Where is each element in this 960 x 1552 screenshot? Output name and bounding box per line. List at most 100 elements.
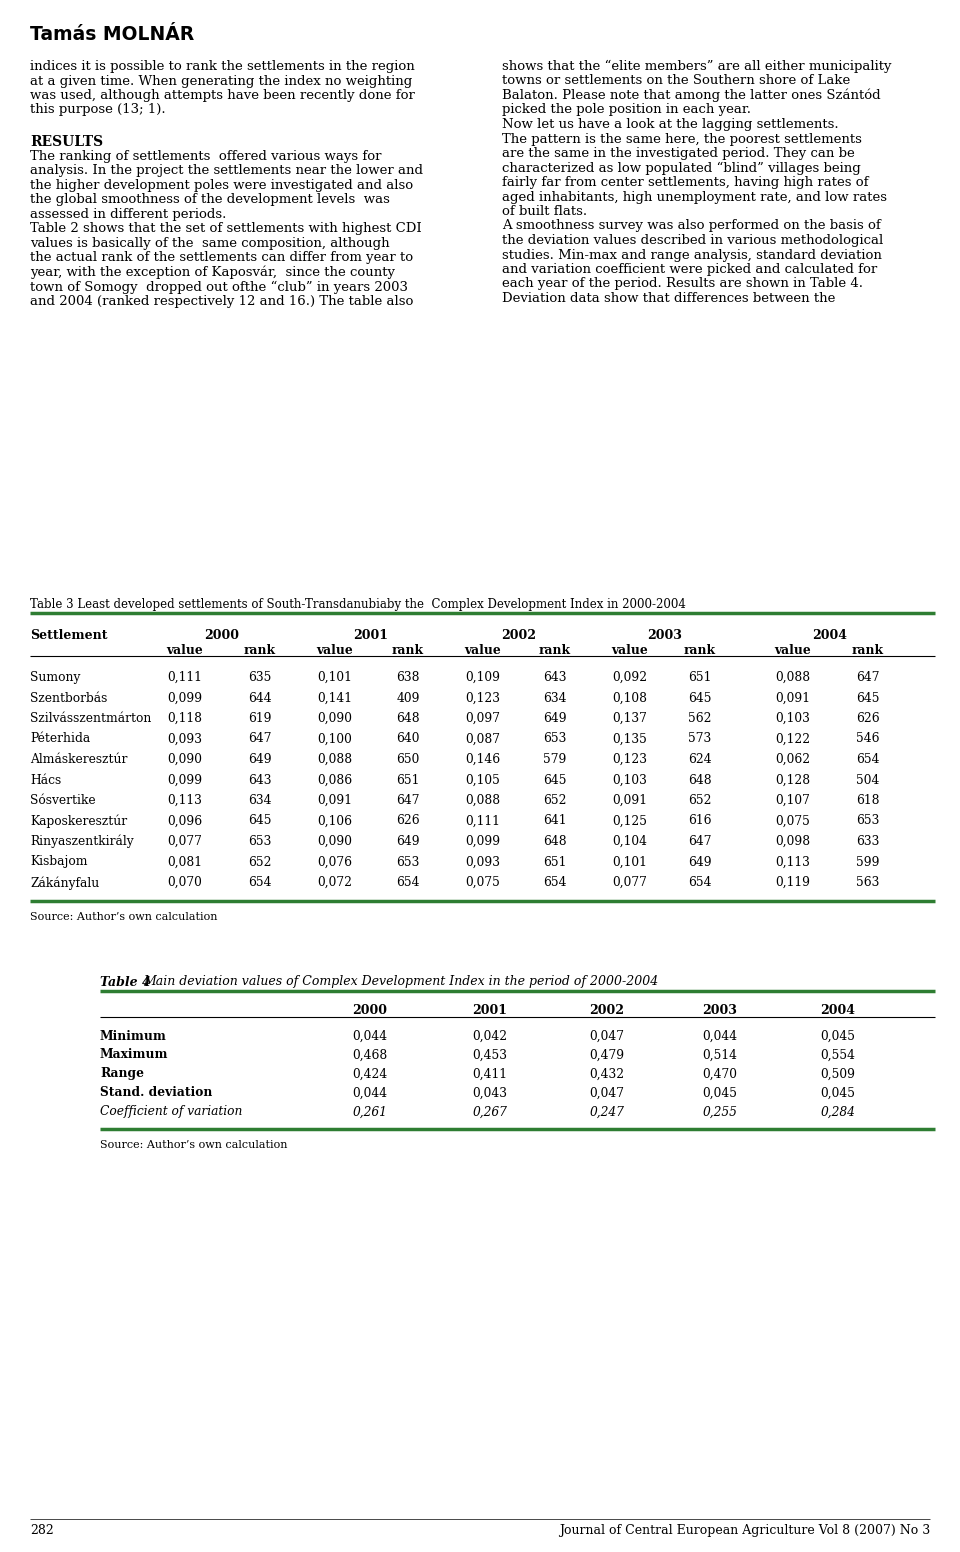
Text: 0,247: 0,247 (589, 1105, 624, 1119)
Text: 0,267: 0,267 (472, 1105, 508, 1119)
Text: 2000: 2000 (204, 629, 239, 643)
Text: Balaton. Please note that among the latter ones Szántód: Balaton. Please note that among the latt… (502, 88, 880, 102)
Text: this purpose (13; 1).: this purpose (13; 1). (30, 104, 166, 116)
Text: 649: 649 (249, 753, 272, 767)
Text: characterized as low populated “blind” villages being: characterized as low populated “blind” v… (502, 161, 861, 175)
Text: 649: 649 (688, 855, 711, 869)
Text: Szentborbás: Szentborbás (30, 692, 108, 705)
Text: 2004: 2004 (821, 1004, 855, 1018)
Text: 2002: 2002 (589, 1004, 625, 1018)
Text: and variation coefficient were picked and calculated for: and variation coefficient were picked an… (502, 262, 877, 276)
Text: 0,099: 0,099 (466, 835, 500, 847)
Text: 0,284: 0,284 (821, 1105, 855, 1119)
Text: town of Somogy  dropped out ofthe “club” in years 2003: town of Somogy dropped out ofthe “club” … (30, 281, 408, 293)
Text: Tamás MOLNÁR: Tamás MOLNÁR (30, 25, 194, 43)
Text: Table 2 shows that the set of settlements with highest CDI: Table 2 shows that the set of settlement… (30, 222, 421, 236)
Text: Stand. deviation: Stand. deviation (100, 1086, 212, 1099)
Text: 0,101: 0,101 (612, 855, 647, 869)
Text: 645: 645 (688, 692, 711, 705)
Text: Settlement: Settlement (30, 629, 108, 643)
Text: 0,146: 0,146 (466, 753, 500, 767)
Text: 2004: 2004 (812, 629, 848, 643)
Text: value: value (465, 644, 501, 656)
Text: studies. Min-max and range analysis, standard deviation: studies. Min-max and range analysis, sta… (502, 248, 882, 261)
Text: 626: 626 (856, 712, 879, 725)
Text: the deviation values described in various methodological: the deviation values described in variou… (502, 234, 883, 247)
Text: 649: 649 (396, 835, 420, 847)
Text: 654: 654 (396, 875, 420, 889)
Text: 0,090: 0,090 (318, 712, 352, 725)
Text: Minimum: Minimum (100, 1029, 167, 1043)
Text: 654: 654 (856, 753, 879, 767)
Text: 0,072: 0,072 (318, 875, 352, 889)
Text: 0,424: 0,424 (352, 1068, 388, 1080)
Text: 651: 651 (543, 855, 566, 869)
Text: 563: 563 (856, 875, 879, 889)
Text: 0,118: 0,118 (167, 712, 203, 725)
Text: 645: 645 (543, 773, 566, 787)
Text: 0,070: 0,070 (168, 875, 203, 889)
Text: Table 4: Table 4 (100, 976, 156, 989)
Text: Maximum: Maximum (100, 1049, 169, 1062)
Text: 0,113: 0,113 (776, 855, 810, 869)
Text: 654: 654 (249, 875, 272, 889)
Text: 653: 653 (856, 815, 879, 827)
Text: 0,137: 0,137 (612, 712, 647, 725)
Text: 0,077: 0,077 (612, 875, 647, 889)
Text: 0,104: 0,104 (612, 835, 647, 847)
Text: picked the pole position in each year.: picked the pole position in each year. (502, 104, 751, 116)
Text: 0,108: 0,108 (612, 692, 647, 705)
Text: 0,105: 0,105 (466, 773, 500, 787)
Text: 0,100: 0,100 (318, 733, 352, 745)
Text: 0,088: 0,088 (318, 753, 352, 767)
Text: 0,091: 0,091 (776, 692, 810, 705)
Text: 653: 653 (396, 855, 420, 869)
Text: 626: 626 (396, 815, 420, 827)
Text: 0,554: 0,554 (821, 1049, 855, 1062)
Text: of built flats.: of built flats. (502, 205, 588, 217)
Text: 0,119: 0,119 (776, 875, 810, 889)
Text: 0,088: 0,088 (776, 670, 810, 684)
Text: Szilvásszentmárton: Szilvásszentmárton (30, 712, 152, 725)
Text: 649: 649 (543, 712, 566, 725)
Text: 648: 648 (543, 835, 566, 847)
Text: 0,111: 0,111 (466, 815, 500, 827)
Text: Sumony: Sumony (30, 670, 81, 684)
Text: 0,045: 0,045 (703, 1086, 737, 1099)
Text: 0,103: 0,103 (776, 712, 810, 725)
Text: 0,109: 0,109 (466, 670, 500, 684)
Text: aged inhabitants, high unemployment rate, and low rates: aged inhabitants, high unemployment rate… (502, 191, 887, 203)
Text: 647: 647 (249, 733, 272, 745)
Text: 650: 650 (396, 753, 420, 767)
Text: Source: Author’s own calculation: Source: Author’s own calculation (30, 913, 218, 922)
Text: 0,090: 0,090 (167, 753, 203, 767)
Text: 647: 647 (688, 835, 711, 847)
Text: 0,044: 0,044 (352, 1029, 388, 1043)
Text: 0,432: 0,432 (589, 1068, 625, 1080)
Text: 643: 643 (249, 773, 272, 787)
Text: 653: 653 (543, 733, 566, 745)
Text: The pattern is the same here, the poorest settlements: The pattern is the same here, the poores… (502, 132, 862, 146)
Text: RESULTS: RESULTS (30, 135, 103, 149)
Text: 624: 624 (688, 753, 711, 767)
Text: 0,093: 0,093 (167, 733, 203, 745)
Text: 641: 641 (543, 815, 566, 827)
Text: rank: rank (684, 644, 716, 656)
Text: Hács: Hács (30, 773, 61, 787)
Text: 0,113: 0,113 (168, 795, 203, 807)
Text: Péterhida: Péterhida (30, 733, 90, 745)
Text: Rinyaszentkirály: Rinyaszentkirály (30, 835, 133, 849)
Text: 0,107: 0,107 (776, 795, 810, 807)
Text: 0,123: 0,123 (466, 692, 500, 705)
Text: 654: 654 (543, 875, 566, 889)
Text: 0,255: 0,255 (703, 1105, 737, 1119)
Text: Range: Range (100, 1068, 144, 1080)
Text: 647: 647 (396, 795, 420, 807)
Text: 0,103: 0,103 (612, 773, 647, 787)
Text: value: value (317, 644, 353, 656)
Text: 0,135: 0,135 (612, 733, 647, 745)
Text: 645: 645 (249, 815, 272, 827)
Text: 0,514: 0,514 (703, 1049, 737, 1062)
Text: 0,091: 0,091 (318, 795, 352, 807)
Text: are the same in the investigated period. They can be: are the same in the investigated period.… (502, 147, 854, 160)
